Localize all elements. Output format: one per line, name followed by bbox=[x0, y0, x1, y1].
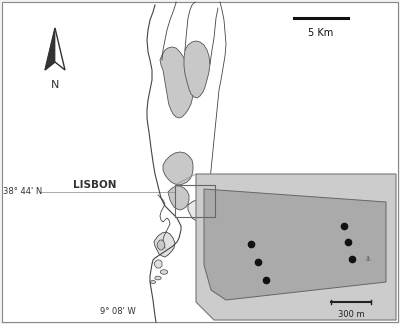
Text: 38° 44' N: 38° 44' N bbox=[3, 188, 42, 196]
Text: ⚓: ⚓ bbox=[364, 256, 370, 262]
Ellipse shape bbox=[150, 281, 156, 284]
Text: 300 m: 300 m bbox=[338, 310, 364, 319]
Ellipse shape bbox=[160, 270, 168, 274]
Polygon shape bbox=[154, 232, 175, 257]
Polygon shape bbox=[45, 28, 55, 70]
Text: V1: V1 bbox=[330, 254, 341, 263]
Text: V3: V3 bbox=[322, 222, 333, 230]
Polygon shape bbox=[196, 174, 396, 320]
Text: N: N bbox=[51, 80, 59, 90]
Text: 9° 08' W: 9° 08' W bbox=[100, 307, 136, 316]
Polygon shape bbox=[160, 47, 194, 118]
Text: A2: A2 bbox=[238, 258, 249, 267]
Text: LISBON: LISBON bbox=[73, 180, 117, 190]
Bar bbox=[175, 185, 215, 217]
Text: A3: A3 bbox=[231, 239, 242, 249]
Ellipse shape bbox=[155, 276, 161, 280]
Text: V2: V2 bbox=[326, 237, 337, 247]
Polygon shape bbox=[204, 189, 386, 300]
Text: Alcochete: Alcochete bbox=[320, 273, 368, 283]
Polygon shape bbox=[45, 28, 65, 70]
Text: A1: A1 bbox=[246, 275, 257, 284]
Polygon shape bbox=[154, 260, 162, 268]
Polygon shape bbox=[184, 41, 210, 98]
Polygon shape bbox=[168, 186, 189, 210]
Polygon shape bbox=[188, 200, 208, 221]
Text: 5 Km: 5 Km bbox=[308, 28, 334, 38]
Polygon shape bbox=[157, 240, 165, 250]
Polygon shape bbox=[163, 152, 193, 185]
